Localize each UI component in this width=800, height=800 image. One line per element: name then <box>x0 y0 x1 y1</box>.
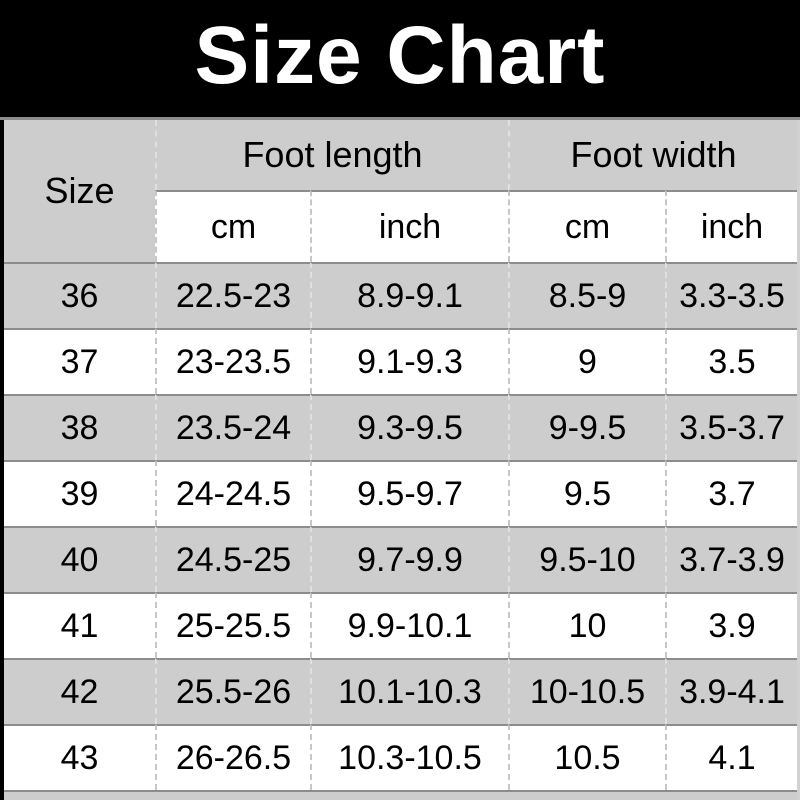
size-cell: 40 <box>4 526 155 592</box>
bottom-clipped-row-strip <box>4 790 797 800</box>
foot-width-cm-cell: 10-10.5 <box>508 658 665 724</box>
size-cell: 41 <box>4 592 155 658</box>
foot-width-cm-cell: 10 <box>508 592 665 658</box>
foot-length-cm-cell: 22.5-23 <box>155 262 310 328</box>
foot-width-cm-cell: 9.5-10 <box>508 526 665 592</box>
foot-width-inch-cell: 4.1 <box>665 724 797 790</box>
foot-length-cm-cell: 25.5-26 <box>155 658 310 724</box>
size-column-header: Size <box>4 120 155 262</box>
unit-header-foot-length-cm: cm <box>155 190 310 262</box>
foot-width-cm-cell: 9-9.5 <box>508 394 665 460</box>
size-cell: 43 <box>4 724 155 790</box>
foot-length-cm-cell: 24.5-25 <box>155 526 310 592</box>
foot-length-inch-cell: 9.3-9.5 <box>310 394 508 460</box>
foot-length-inch-cell: 10.3-10.5 <box>310 724 508 790</box>
foot-width-inch-cell: 3.9-4.1 <box>665 658 797 724</box>
size-cell: 42 <box>4 658 155 724</box>
page-title: Size Chart <box>194 9 606 101</box>
foot-width-cm-cell: 8.5-9 <box>508 262 665 328</box>
foot-length-inch-cell: 9.1-9.3 <box>310 328 508 394</box>
foot-length-cm-cell: 24-24.5 <box>155 460 310 526</box>
foot-length-cm-cell: 23.5-24 <box>155 394 310 460</box>
foot-width-inch-cell: 3.5-3.7 <box>665 394 797 460</box>
unit-header-foot-width-cm: cm <box>508 190 665 262</box>
foot-width-cm-cell: 9 <box>508 328 665 394</box>
size-cell: 37 <box>4 328 155 394</box>
foot-length-cm-cell: 25-25.5 <box>155 592 310 658</box>
foot-width-inch-cell: 3.5 <box>665 328 797 394</box>
foot-length-inch-cell: 9.7-9.9 <box>310 526 508 592</box>
foot-length-inch-cell: 9.9-10.1 <box>310 592 508 658</box>
foot-width-cm-cell: 10.5 <box>508 724 665 790</box>
foot-width-group-header: Foot width <box>508 120 797 190</box>
foot-width-cm-cell: 9.5 <box>508 460 665 526</box>
foot-length-group-header: Foot length <box>155 120 508 190</box>
foot-length-inch-cell: 10.1-10.3 <box>310 658 508 724</box>
unit-header-foot-width-inch: inch <box>665 190 797 262</box>
foot-width-inch-cell: 3.9 <box>665 592 797 658</box>
foot-width-inch-cell: 3.7-3.9 <box>665 526 797 592</box>
unit-header-foot-length-inch: inch <box>310 190 508 262</box>
foot-length-cm-cell: 26-26.5 <box>155 724 310 790</box>
size-chart-banner: Size Chart <box>0 0 800 120</box>
foot-width-inch-cell: 3.3-3.5 <box>665 262 797 328</box>
foot-length-inch-cell: 8.9-9.1 <box>310 262 508 328</box>
foot-length-inch-cell: 9.5-9.7 <box>310 460 508 526</box>
size-cell: 36 <box>4 262 155 328</box>
size-cell: 38 <box>4 394 155 460</box>
size-table: Size Foot length Foot width cm inch cm i… <box>0 120 800 800</box>
foot-length-cm-cell: 23-23.5 <box>155 328 310 394</box>
size-cell: 39 <box>4 460 155 526</box>
foot-width-inch-cell: 3.7 <box>665 460 797 526</box>
